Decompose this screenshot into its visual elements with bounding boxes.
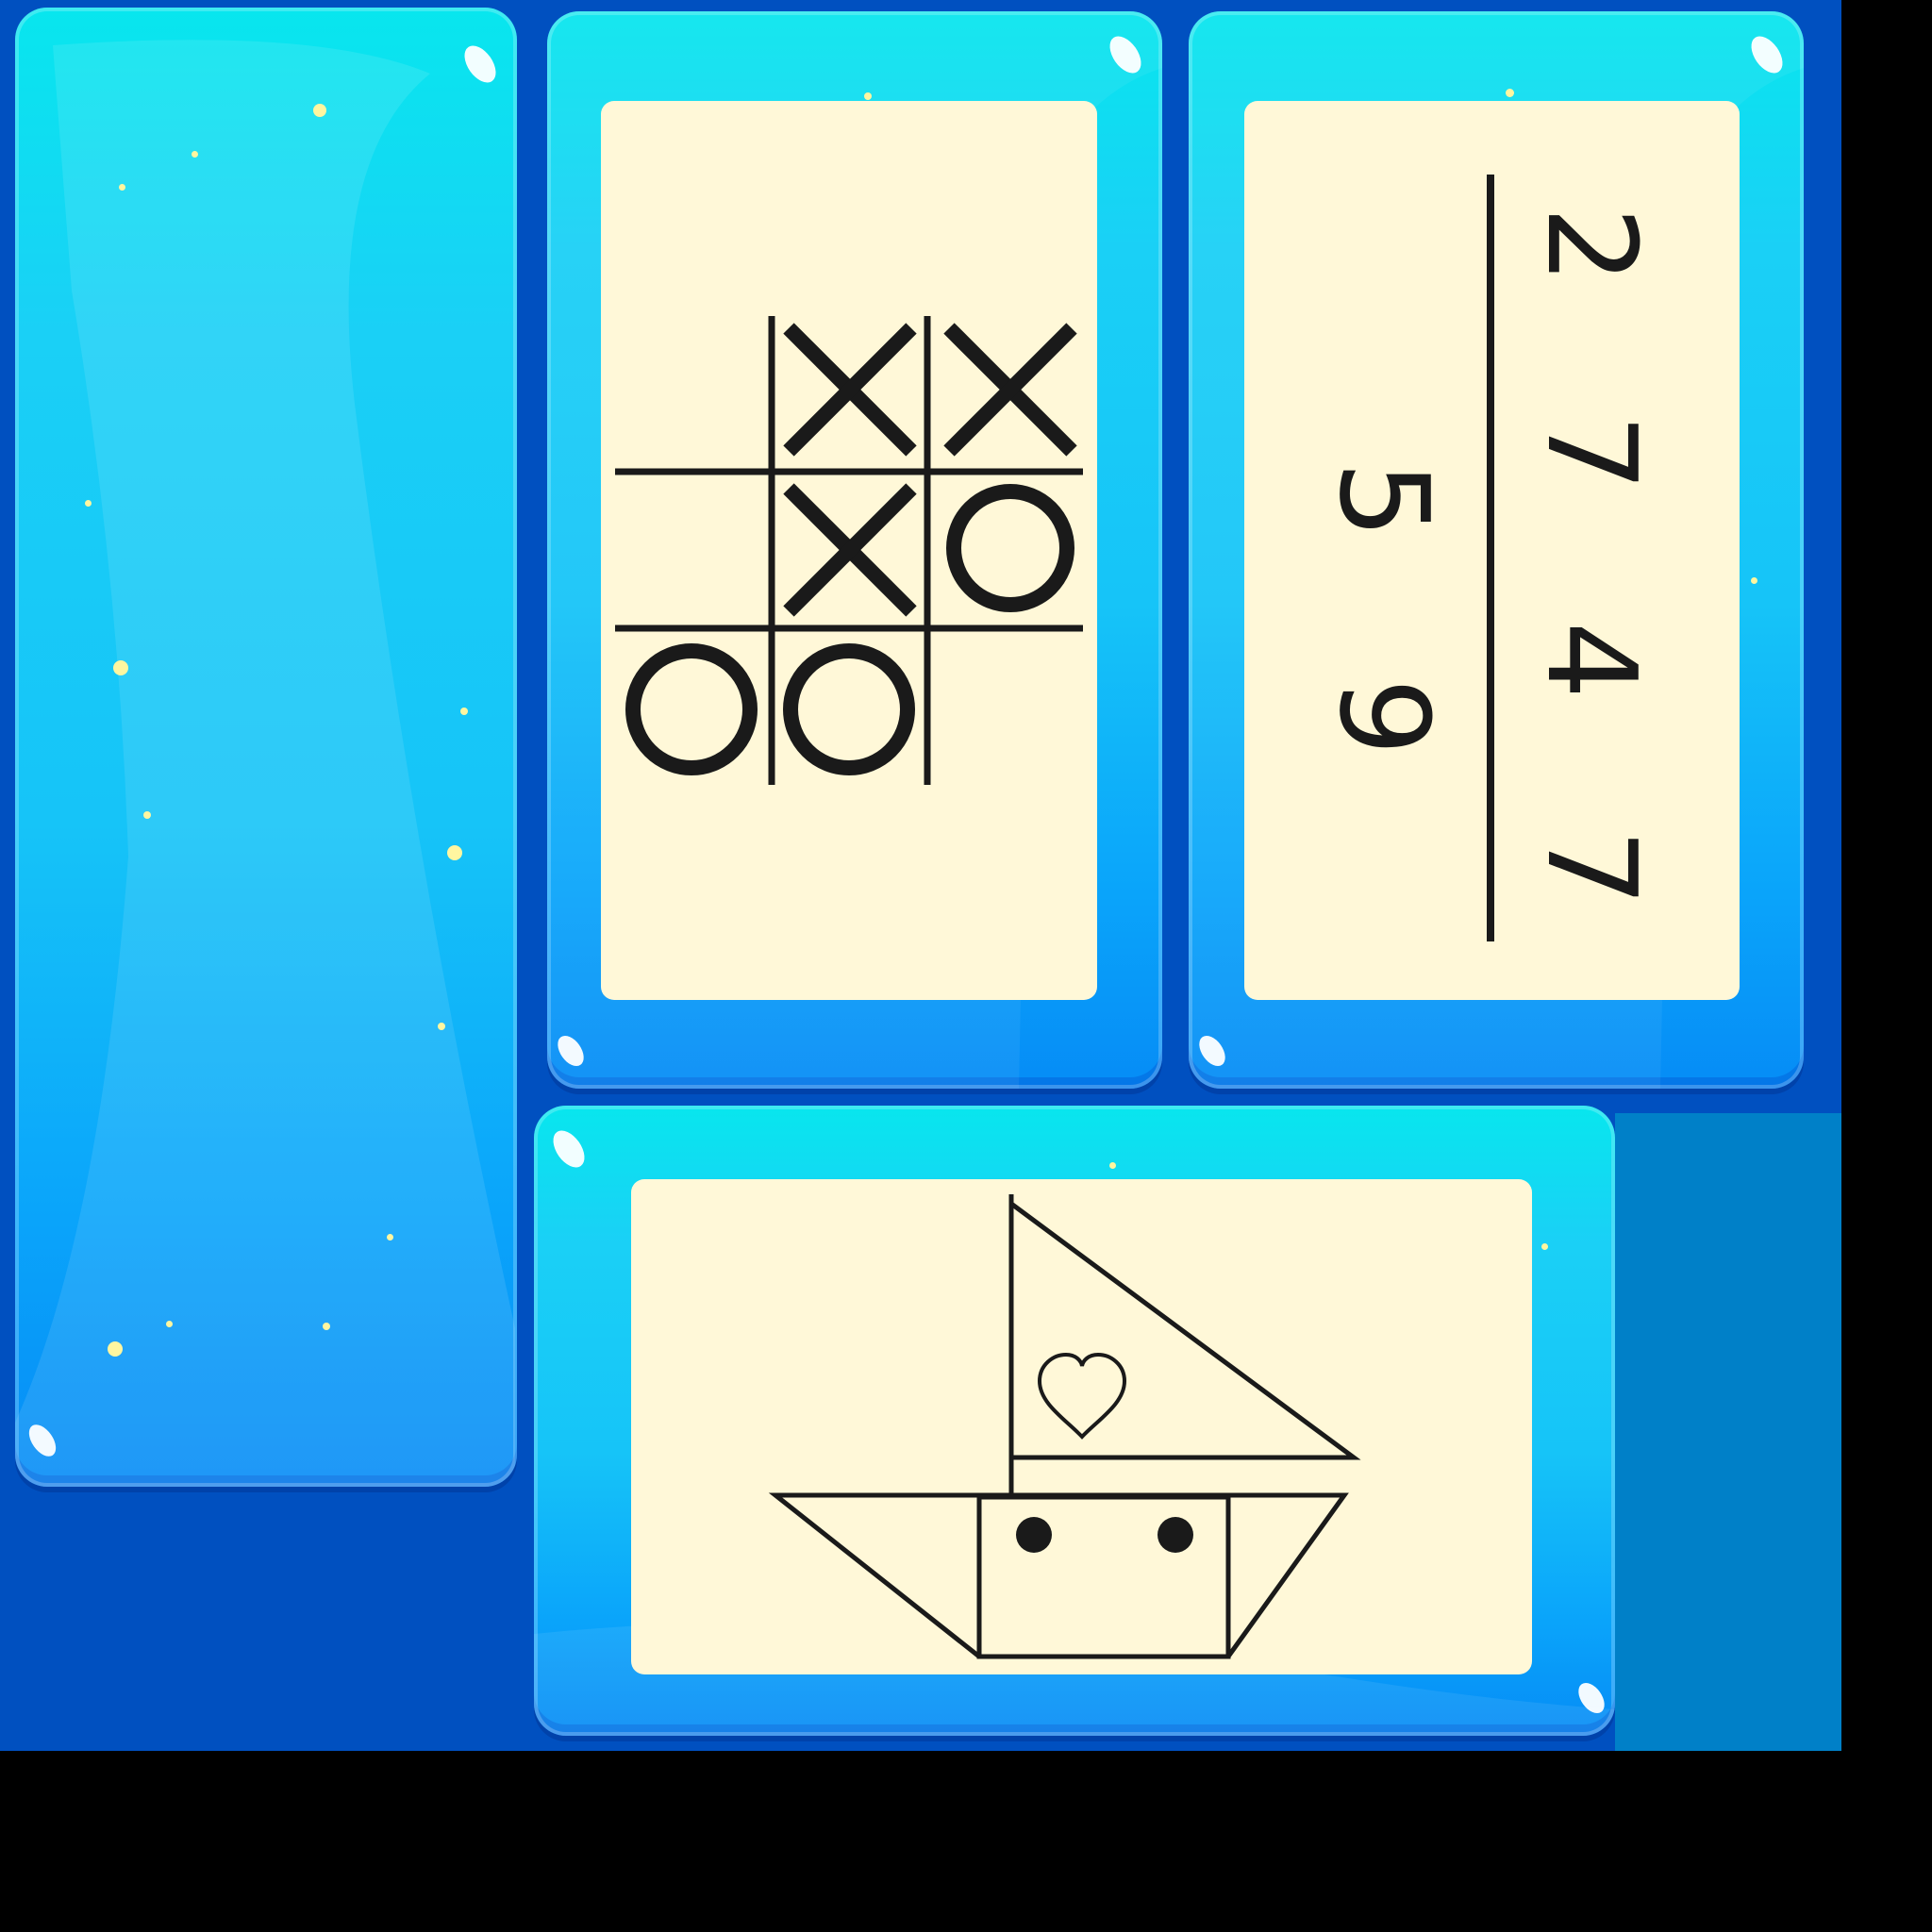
sparkle-icon bbox=[438, 1023, 445, 1030]
card-boat bbox=[631, 1179, 1532, 1674]
sparkle-icon bbox=[387, 1234, 393, 1241]
sparkle-icon bbox=[447, 845, 462, 860]
sparkle-icon bbox=[1506, 89, 1514, 97]
sparkle-icon bbox=[864, 92, 872, 100]
sparkle-icon bbox=[113, 660, 128, 675]
card-tictactoe bbox=[601, 101, 1097, 1000]
sparkle-icon bbox=[108, 1341, 123, 1357]
sparkle-icon bbox=[323, 1323, 330, 1330]
card-numbers bbox=[1244, 101, 1740, 1000]
sparkle-icon bbox=[313, 104, 326, 117]
sparkle-icon bbox=[1109, 1162, 1116, 1169]
sparkle-icon bbox=[1751, 577, 1757, 584]
sparkle-icon bbox=[460, 708, 468, 715]
tile-empty[interactable] bbox=[15, 8, 517, 1487]
sparkle-icon bbox=[192, 151, 198, 158]
sparkle-icon bbox=[166, 1321, 173, 1327]
sparkle-icon bbox=[85, 500, 92, 507]
sparkle-icon bbox=[143, 811, 151, 819]
tile-sheen bbox=[15, 40, 515, 1487]
board-backdrop-right bbox=[1615, 1113, 1841, 1751]
sparkle-icon bbox=[1541, 1243, 1548, 1250]
sparkle-icon bbox=[119, 184, 125, 191]
